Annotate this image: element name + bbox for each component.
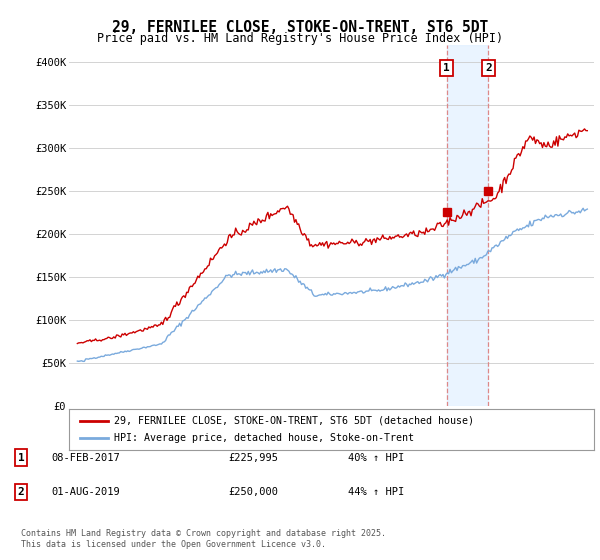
Text: Price paid vs. HM Land Registry's House Price Index (HPI): Price paid vs. HM Land Registry's House … [97, 32, 503, 45]
Text: £250,000: £250,000 [228, 487, 278, 497]
Text: 29, FERNILEE CLOSE, STOKE-ON-TRENT, ST6 5DT (detached house): 29, FERNILEE CLOSE, STOKE-ON-TRENT, ST6 … [113, 416, 473, 426]
Text: 08-FEB-2017: 08-FEB-2017 [51, 452, 120, 463]
Text: 1: 1 [443, 63, 450, 73]
Text: £225,995: £225,995 [228, 452, 278, 463]
Text: 01-AUG-2019: 01-AUG-2019 [51, 487, 120, 497]
Text: 40% ↑ HPI: 40% ↑ HPI [348, 452, 404, 463]
Text: 29, FERNILEE CLOSE, STOKE-ON-TRENT, ST6 5DT: 29, FERNILEE CLOSE, STOKE-ON-TRENT, ST6 … [112, 20, 488, 35]
Text: Contains HM Land Registry data © Crown copyright and database right 2025.
This d: Contains HM Land Registry data © Crown c… [21, 529, 386, 549]
Text: 2: 2 [485, 63, 492, 73]
Text: 2: 2 [17, 487, 25, 497]
Text: 1: 1 [17, 452, 25, 463]
Text: HPI: Average price, detached house, Stoke-on-Trent: HPI: Average price, detached house, Stok… [113, 433, 413, 444]
Bar [447, 45, 488, 406]
Text: 44% ↑ HPI: 44% ↑ HPI [348, 487, 404, 497]
